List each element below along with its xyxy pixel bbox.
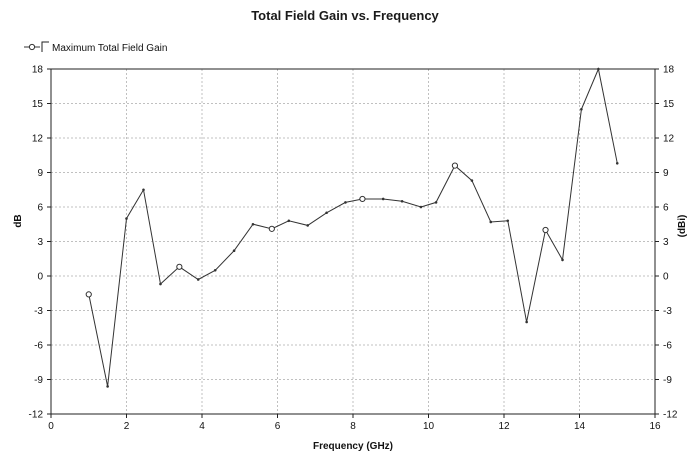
y2-tick-label: -3	[663, 306, 672, 317]
legend-marker-icon	[28, 43, 36, 51]
data-point	[287, 219, 291, 223]
data-point	[419, 205, 423, 209]
y-tick-label: 9	[37, 168, 43, 179]
data-point	[525, 320, 528, 324]
data-point	[451, 162, 459, 169]
y-tick-label: 18	[32, 65, 44, 76]
y-tick-label: 6	[37, 203, 43, 214]
x-tick-label: 14	[574, 421, 586, 432]
chart-title: Total Field Gain vs. Frequency	[251, 8, 439, 23]
y2-tick-label: 3	[663, 237, 669, 248]
x-tick-label: 10	[423, 421, 435, 432]
y-axis-label: dB	[13, 214, 24, 227]
legend-checkbox-icon	[41, 41, 49, 52]
data-point	[268, 225, 275, 232]
data-point	[125, 217, 128, 220]
legend-label: Maximum Total Field Gain	[52, 43, 167, 54]
data-point	[489, 220, 493, 224]
data-point	[542, 226, 549, 234]
y2-tick-label: 15	[663, 99, 675, 110]
data-point	[506, 219, 510, 223]
data-point	[213, 268, 217, 272]
y-tick-label: 15	[32, 99, 44, 110]
y-tick-label: -9	[34, 375, 43, 386]
data-point	[306, 224, 310, 227]
data-point	[159, 282, 162, 286]
data-point	[434, 201, 438, 204]
y-tick-label: 3	[37, 237, 43, 248]
y2-tick-label: 6	[663, 203, 669, 214]
y2-axis-label: (dBi)	[677, 215, 688, 238]
x-tick-label: 8	[350, 421, 356, 432]
y2-tick-label: -12	[663, 410, 678, 421]
y-tick-label: 0	[37, 272, 43, 283]
y2-tick-label: 0	[663, 272, 669, 283]
y2-tick-label: 9	[663, 168, 669, 179]
y2-tick-label: 18	[663, 65, 675, 76]
x-tick-label: 16	[649, 421, 661, 432]
series	[85, 67, 619, 388]
data-point	[597, 67, 600, 71]
data-point	[400, 199, 404, 203]
x-tick-label: 2	[124, 421, 130, 432]
data-point	[580, 107, 583, 111]
x-tick-label: 12	[498, 421, 510, 432]
data-point	[142, 188, 145, 192]
data-point	[232, 249, 236, 252]
grid	[51, 69, 655, 414]
data-point	[381, 197, 385, 201]
y-tick-label: -6	[34, 341, 43, 352]
y-tick-label: 12	[32, 134, 44, 145]
data-point	[85, 291, 92, 298]
data-point	[106, 385, 109, 388]
data-point	[325, 211, 328, 215]
data-point	[176, 263, 183, 270]
series-line	[88, 67, 618, 387]
x-tick-label: 6	[275, 421, 281, 432]
legend: Maximum Total Field Gain	[24, 41, 167, 54]
data-point	[344, 201, 347, 204]
x-axis-label: Frequency (GHz)	[313, 441, 393, 452]
x-tick-label: 4	[199, 421, 205, 432]
y2-tick-label: -6	[663, 341, 672, 352]
y2-tick-label: 12	[663, 134, 675, 145]
data-point	[359, 195, 366, 203]
data-point	[251, 222, 255, 226]
tick-labels: 0 2 4 6 8 10 12 14 16-12 -12-9 -9-6 -6-3 -30 03 36 69 91…	[29, 65, 678, 433]
data-point	[615, 162, 619, 165]
x-tick-label: 0	[48, 421, 54, 432]
y-tick-label: -3	[34, 306, 43, 317]
y-tick-label: -12	[29, 410, 44, 421]
y2-tick-label: -9	[663, 375, 672, 386]
data-point	[561, 258, 564, 262]
data-point	[196, 278, 200, 281]
data-point	[470, 179, 474, 182]
axes	[47, 68, 659, 418]
